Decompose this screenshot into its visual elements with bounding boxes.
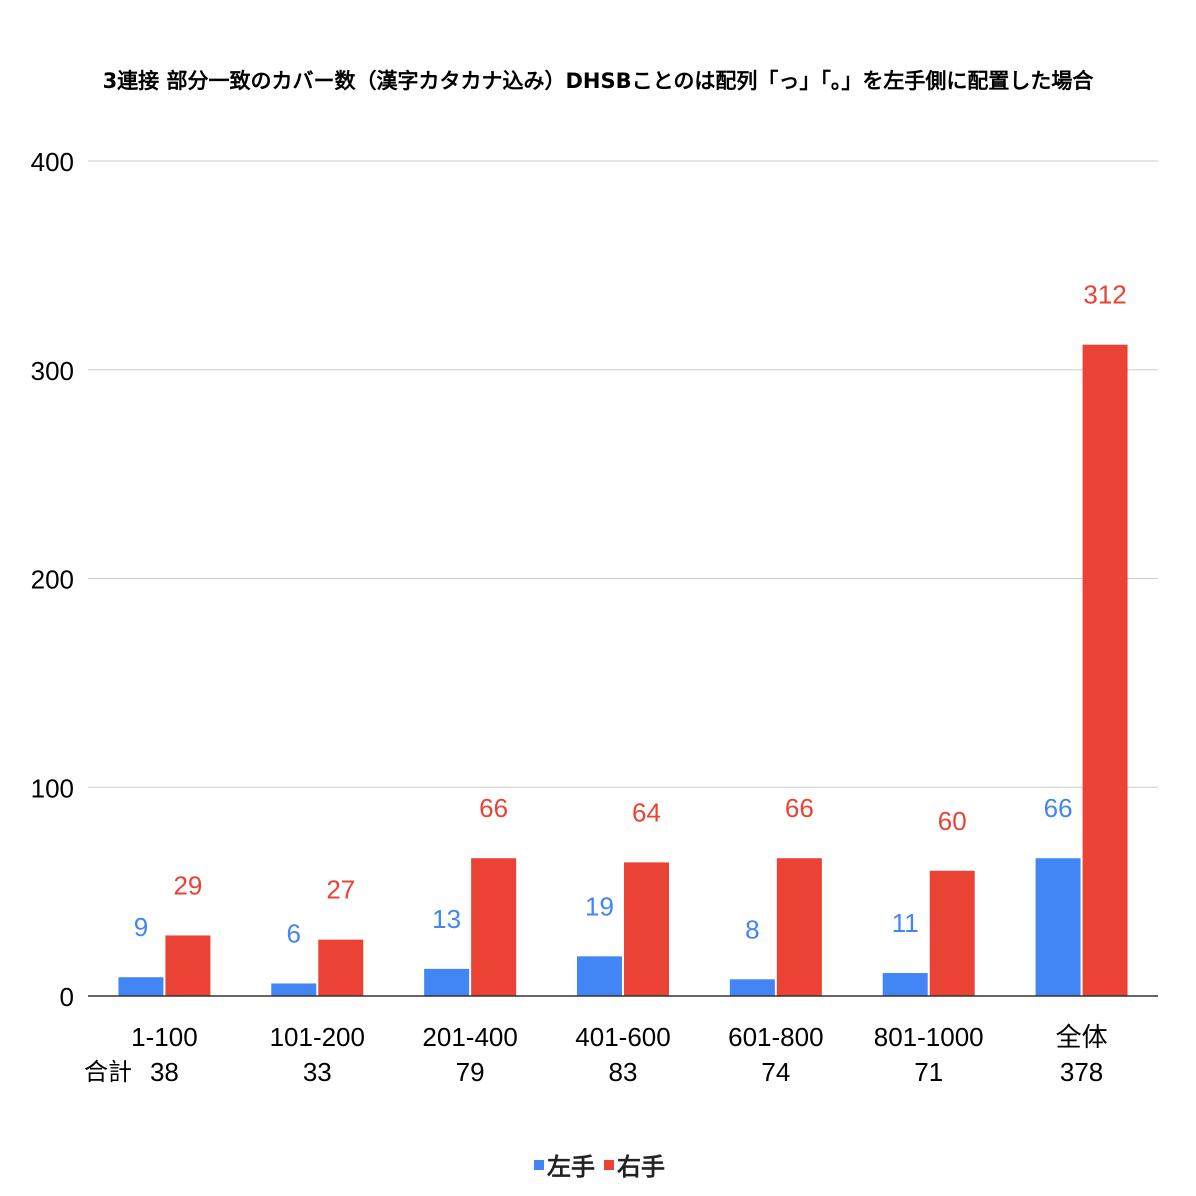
y-tick-label: 300	[31, 356, 74, 386]
bar	[882, 973, 928, 996]
bar	[471, 858, 517, 996]
bar	[165, 935, 211, 996]
y-tick-label: 400	[31, 147, 74, 177]
data-label: 66	[1044, 793, 1073, 823]
legend: 左手 右手	[534, 1153, 665, 1181]
y-tick-label: 0	[60, 982, 74, 1012]
x-tick-label: 201-400	[422, 1022, 517, 1052]
bar	[1082, 344, 1128, 996]
data-label: 60	[938, 806, 967, 836]
bar	[424, 968, 470, 996]
bar	[776, 858, 822, 996]
x-tick-label: 601-800	[728, 1022, 823, 1052]
legend-label: 左手	[547, 1153, 595, 1181]
data-label: 13	[432, 904, 461, 934]
y-tick-label: 100	[31, 773, 74, 803]
data-label: 66	[785, 793, 814, 823]
x-tick-label: 801-1000	[874, 1022, 984, 1052]
data-label: 6	[287, 918, 301, 948]
data-labels: 9 29 6 27 13 66 19 64 8 66 11 60 66 312	[134, 280, 1127, 949]
y-tick-label: 200	[31, 565, 74, 595]
total-value: 33	[303, 1057, 332, 1087]
data-label: 8	[745, 914, 759, 944]
total-value: 79	[456, 1057, 485, 1087]
data-label: 66	[479, 793, 508, 823]
data-label: 64	[632, 797, 661, 827]
data-label: 9	[134, 912, 148, 942]
data-label: 11	[892, 908, 919, 938]
data-label: 19	[585, 891, 614, 921]
bar	[624, 862, 669, 996]
bar	[1035, 858, 1081, 996]
total-value: 83	[609, 1057, 638, 1087]
total-value: 38	[150, 1057, 179, 1087]
bar	[271, 983, 317, 996]
bar	[729, 979, 775, 996]
bars	[118, 344, 1128, 996]
chart-title: 3連接 部分一致のカバー数（漢字カタカナ込み）DHSBことのは配列「っ」「。」を…	[103, 69, 1095, 93]
data-label: 27	[326, 875, 355, 905]
total-value: 378	[1060, 1057, 1103, 1087]
x-tick-label: 401-600	[575, 1022, 670, 1052]
x-tick-label: 101-200	[270, 1022, 365, 1052]
legend-swatch	[534, 1160, 544, 1170]
bar	[929, 870, 975, 996]
gridlines: 0 100 200 300 400	[31, 147, 1158, 1012]
total-value: 71	[914, 1057, 943, 1087]
legend-label: 右手	[617, 1153, 665, 1181]
totals-label: 合計	[84, 1058, 132, 1086]
x-axis: 1-100 38 101-200 33 201-400 79 401-600 83 601-80…	[88, 995, 1158, 1087]
bar	[577, 956, 622, 996]
total-value: 74	[761, 1057, 790, 1087]
bar	[118, 977, 164, 996]
x-tick-label: 全体	[1056, 1022, 1108, 1052]
x-tick-label: 1-100	[131, 1022, 198, 1052]
legend-swatch	[604, 1160, 614, 1170]
data-label: 29	[173, 870, 202, 900]
data-label: 312	[1083, 280, 1126, 310]
bar	[318, 939, 364, 996]
